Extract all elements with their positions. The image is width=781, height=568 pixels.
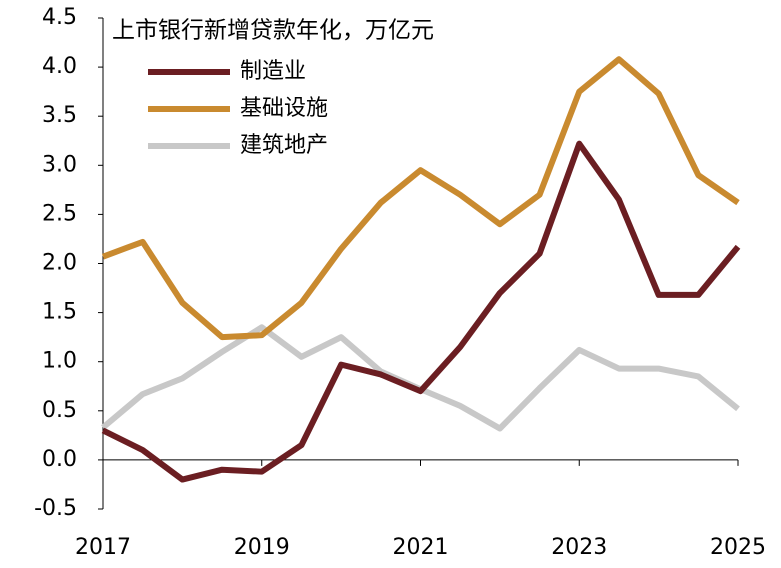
y-tick-label: 1.5 — [42, 300, 77, 325]
legend-label: 建筑地产 — [240, 133, 328, 158]
series-line — [101, 140, 741, 483]
y-tick-label: 0.5 — [42, 398, 77, 423]
y-tick-label: 3.0 — [42, 152, 77, 177]
y-tick-label: 1.0 — [42, 349, 77, 374]
y-tick-label: 2.5 — [42, 201, 77, 226]
legend-label: 制造业 — [240, 59, 306, 84]
x-tick-label: 2019 — [234, 535, 290, 560]
series-line — [101, 56, 740, 341]
y-tick-label: -0.5 — [34, 496, 77, 521]
x-tick-label: 2017 — [75, 535, 131, 560]
x-tick-label: 2025 — [710, 535, 766, 560]
y-tick-label: 2.0 — [42, 251, 77, 276]
y-tick-label: 3.5 — [42, 103, 77, 128]
legend-label: 基础设施 — [240, 96, 328, 121]
y-tick-label: 4.5 — [42, 5, 77, 30]
chart-title: 上市银行新增贷款年化，万亿元 — [112, 18, 434, 44]
series-line — [101, 324, 740, 432]
y-tick-label: 0.0 — [42, 447, 77, 472]
x-tick-label: 2021 — [393, 535, 449, 560]
x-tick-label: 2023 — [551, 535, 607, 560]
y-tick-label: 4.0 — [42, 54, 77, 79]
